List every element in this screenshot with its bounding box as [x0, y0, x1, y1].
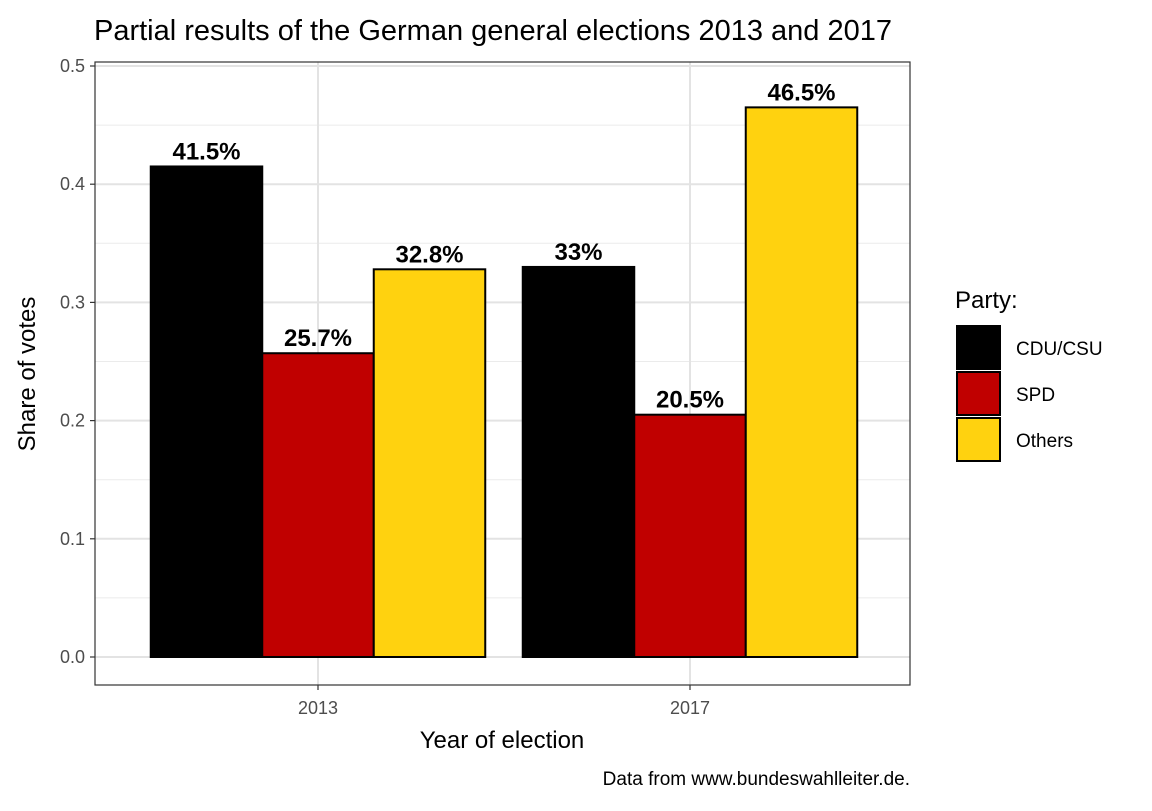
y-tick-label: 0.2	[60, 411, 85, 431]
y-tick-label: 0.5	[60, 56, 85, 76]
legend: Party: CDU/CSU SPD Others	[955, 287, 1103, 462]
caption: Data from www.bundeswahlleiter.de.	[603, 769, 910, 790]
panel-border	[94, 61, 911, 686]
legend-label: SPD	[1016, 385, 1055, 406]
axes: 0.0 0.1 0.2 0.3 0.4 0.5 2013 2017	[60, 56, 710, 718]
y-tick-label: 0.0	[60, 647, 85, 667]
legend-label: CDU/CSU	[1016, 339, 1103, 360]
chart-title: Partial results of the German general el…	[94, 15, 892, 47]
data-label: 46.5%	[767, 79, 835, 106]
data-label: 33%	[554, 239, 602, 266]
y-tick-label: 0.3	[60, 292, 85, 312]
legend-title: Party:	[955, 287, 1018, 314]
legend-key	[956, 417, 1001, 462]
bar-others-2017	[744, 106, 859, 659]
bar-cducsu-2017	[521, 265, 636, 658]
x-tick-label: 2013	[298, 698, 338, 718]
y-tick-label: 0.4	[60, 174, 85, 194]
data-label: 25.7%	[284, 325, 352, 352]
y-tick-label: 0.1	[60, 529, 85, 549]
bars: 41.5% 25.7% 32.8% 33% 20.5% 46.5%	[149, 79, 859, 659]
bar-others-2013	[372, 268, 487, 658]
data-label: 32.8%	[395, 241, 463, 268]
legend-key	[956, 371, 1001, 416]
x-axis-label: Year of election	[420, 727, 585, 754]
x-tick-label: 2017	[670, 698, 710, 718]
data-label: 20.5%	[656, 387, 724, 414]
legend-key	[956, 325, 1001, 370]
bar-spd-2017	[633, 413, 747, 658]
bar-spd-2013	[261, 352, 375, 658]
data-label: 41.5%	[172, 138, 240, 165]
bar-cducsu-2013	[149, 165, 264, 658]
y-axis-label: Share of votes	[14, 297, 41, 452]
legend-label: Others	[1016, 431, 1073, 452]
